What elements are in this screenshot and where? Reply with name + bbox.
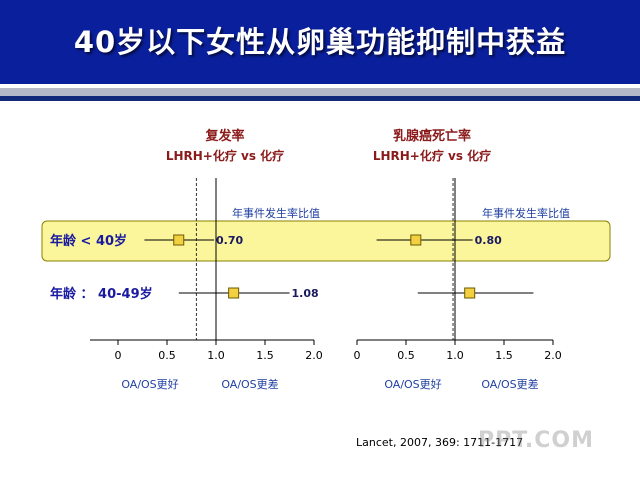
title-bar [0, 0, 640, 84]
favours-better-label: OA/OS更好 [121, 377, 178, 391]
highlight-row-band [41, 220, 611, 262]
axis-caption: 年事件发生率比值 [232, 206, 320, 220]
panel-title: 复发率 [204, 128, 244, 144]
citation-text: Lancet, 2007, 369: 1711-1717 [356, 436, 524, 449]
estimate-value-label: 0.70 [216, 234, 243, 247]
favours-better-label: OA/OS更好 [384, 377, 441, 391]
estimate-marker [410, 234, 422, 246]
tick-label: 1.5 [495, 349, 513, 362]
favours-worse-label: OA/OS更差 [481, 377, 538, 391]
tick-label: 2.0 [305, 349, 323, 362]
row-label: 年龄 ： 40-49岁 [50, 286, 153, 302]
tick-label: 1.5 [256, 349, 274, 362]
panel-subtitle: LHRH+化疗 vs 化疗 [166, 148, 284, 163]
panel-title: 乳腺癌死亡率 [393, 128, 471, 144]
tick-label: 0.5 [158, 349, 176, 362]
tick-label: 1.0 [207, 349, 225, 362]
estimate-marker [464, 287, 476, 299]
row-label: 年龄 < 40岁 [50, 233, 127, 249]
panel-subtitle: LHRH+化疗 vs 化疗 [373, 148, 491, 163]
slide-title: 40岁以下女性从卵巢功能抑制中获益 [73, 25, 567, 59]
tick-label: 1.0 [446, 349, 464, 362]
estimate-value-label: 0.80 [475, 234, 502, 247]
tick-label: 0 [354, 349, 361, 362]
header-divider [0, 84, 640, 88]
axis-caption: 年事件发生率比值 [482, 206, 570, 220]
estimate-marker [173, 234, 185, 246]
estimate-value-label: 1.08 [292, 287, 319, 300]
estimate-marker [228, 287, 240, 299]
header-divider-navy [0, 96, 640, 101]
tick-label: 0 [115, 349, 122, 362]
watermark: PPT.COM [478, 428, 595, 453]
header-divider-gray [0, 88, 640, 96]
tick-label: 2.0 [544, 349, 562, 362]
tick-label: 0.5 [397, 349, 415, 362]
favours-worse-label: OA/OS更差 [221, 377, 278, 391]
